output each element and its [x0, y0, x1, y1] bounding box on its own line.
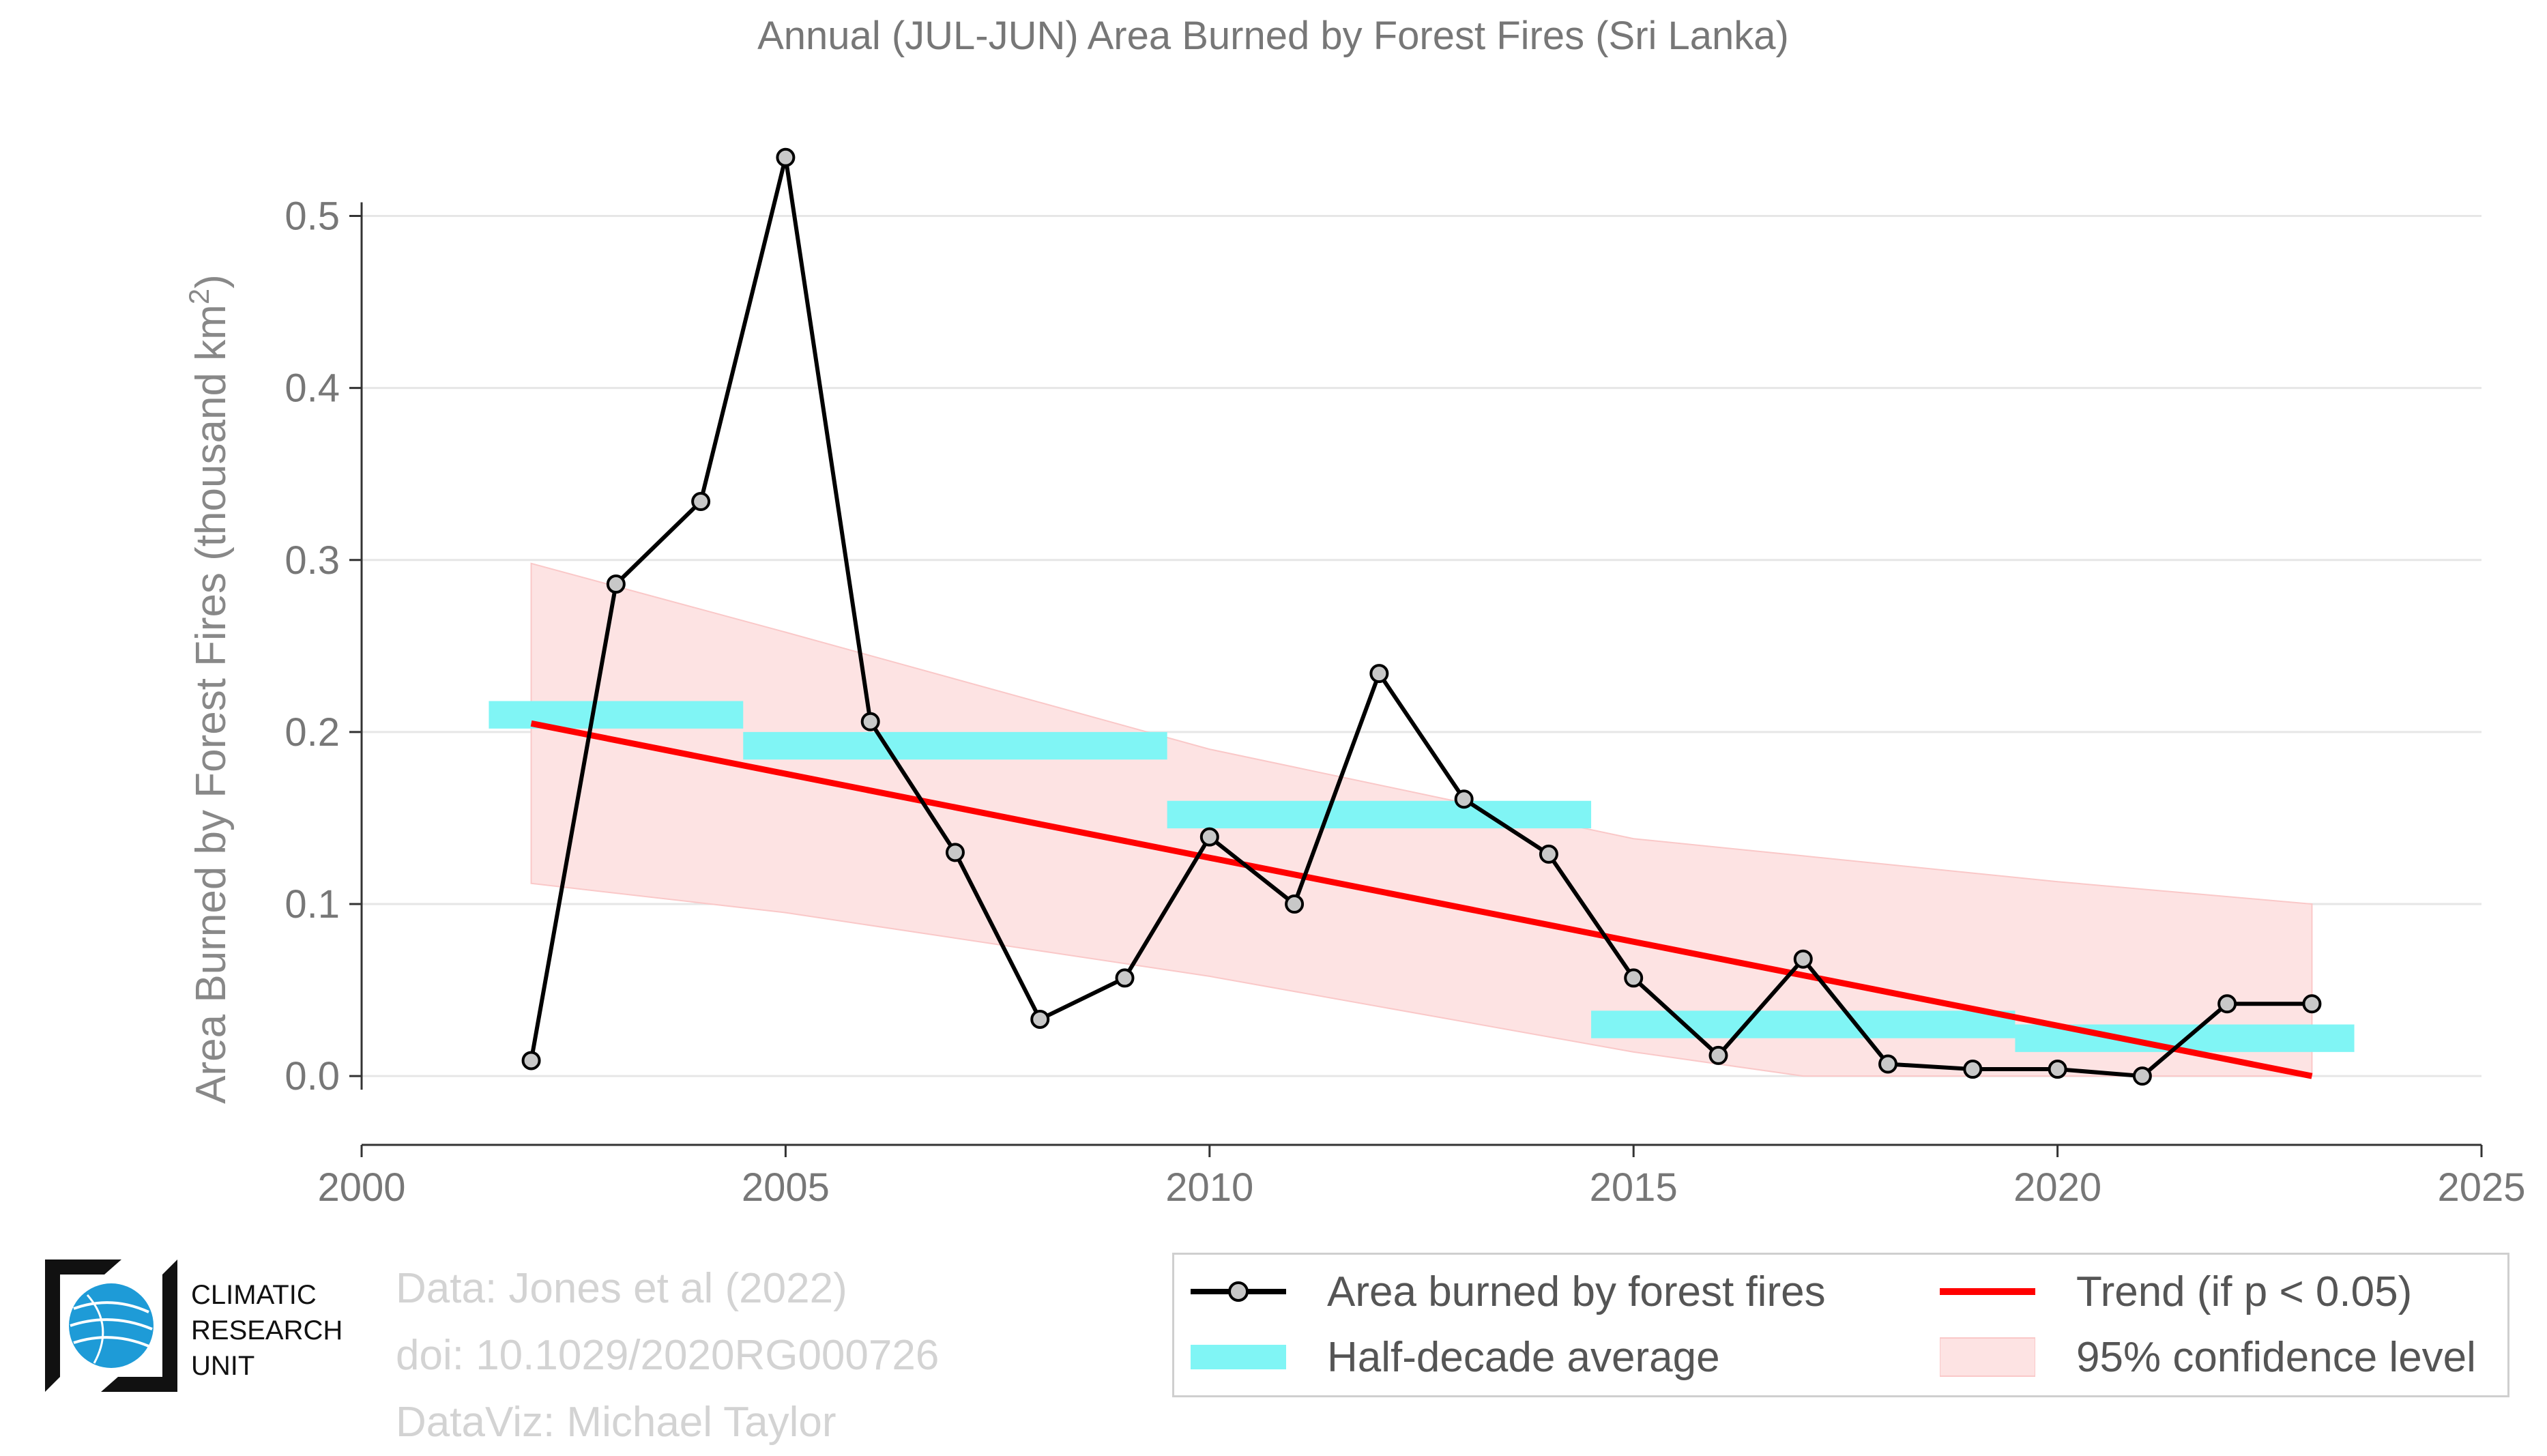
- legend-item-trend: Trend (if p < 0.05): [1940, 1264, 2412, 1319]
- legend-label-confidence: 95% confidence level: [2076, 1333, 2476, 1381]
- area-burned-point: [1539, 844, 1558, 864]
- legend-swatch-confidence-icon: [1939, 1330, 2036, 1384]
- y-tick-label: 0.1: [285, 882, 340, 927]
- half-decade-bar: [743, 731, 1167, 760]
- y-tick-label: 0.5: [285, 194, 340, 238]
- half-decade-bar: [1591, 1010, 2015, 1038]
- credit-data-source: Data: Jones et al (2022): [396, 1265, 847, 1312]
- area-burned-point: [606, 574, 626, 594]
- area-burned-line: [529, 155, 2312, 1079]
- y-axis-title: Area Burned by Forest Fires (thousand km…: [183, 274, 235, 1104]
- legend-swatch-trend-icon: [1940, 1264, 2035, 1319]
- area-burned-point: [691, 492, 711, 512]
- area-burned-point: [1624, 968, 1644, 988]
- area-burned-point: [1030, 1009, 1050, 1029]
- legend-label-half-decade: Half-decade average: [1327, 1333, 1720, 1381]
- area-burned-point: [1454, 789, 1474, 809]
- globe-logo-icon: [45, 1260, 177, 1392]
- legend-label-area-burned: Area burned by forest fires: [1327, 1268, 1826, 1315]
- legend-label-trend: Trend (if p < 0.05): [2076, 1268, 2413, 1315]
- credit-dataviz: DataViz: Michael Taylor: [396, 1399, 836, 1446]
- y-tick-label: 0.2: [285, 710, 340, 755]
- area-burned-point: [945, 843, 965, 862]
- area-burned-point: [2048, 1060, 2067, 1079]
- y-axis-title-main: Area Burned by Forest Fires (thousand km: [188, 304, 235, 1104]
- series-layer: [521, 147, 2322, 1086]
- area-burned-point: [1285, 894, 1305, 914]
- data-credits: Data: Jones et al (2022) doi: 10.1029/20…: [396, 1255, 939, 1456]
- area-burned-point: [1963, 1060, 1983, 1079]
- legend-item-confidence: 95% confidence level: [1939, 1330, 2476, 1384]
- legend-swatch-line-marker-icon: [1191, 1264, 1286, 1319]
- legend-swatch-half-decade-icon: [1191, 1330, 1286, 1384]
- x-tick-label: 2005: [742, 1165, 830, 1210]
- half-decade-bar: [1167, 800, 1592, 829]
- trend-layer: [530, 720, 2313, 1079]
- area-burned-point: [2217, 994, 2237, 1014]
- y-tick-label: 0.4: [285, 366, 340, 411]
- cru-line-3: UNIT: [191, 1351, 255, 1381]
- chart-legend: Area burned by forest fires Half-decade …: [1172, 1253, 2509, 1397]
- x-tick-label: 2025: [2437, 1165, 2525, 1210]
- area-burned-point: [1199, 827, 1219, 847]
- y-axis-title-end: ): [188, 274, 235, 289]
- area-burned-point: [1369, 664, 1389, 684]
- area-burned-point: [1793, 949, 1813, 969]
- chart-title: Annual (JUL-JUN) Area Burned by Forest F…: [757, 14, 1789, 58]
- area-burned-point: [2132, 1066, 2152, 1086]
- half-decade-layer: [489, 701, 2355, 1052]
- area-burned-point: [776, 147, 796, 167]
- area-burned-point: [860, 712, 880, 731]
- axes: 0.0 0.1 0.2 0.3 0.4 0.5 2000 2005 2010 2015 2020 20…: [285, 194, 2525, 1210]
- cru-logo: [40, 1254, 183, 1397]
- y-tick-label: 0.3: [285, 538, 340, 583]
- area-burned-point: [1878, 1054, 1898, 1074]
- legend-item-half-decade: Half-decade average: [1191, 1330, 1720, 1384]
- y-tick-label: 0.0: [285, 1054, 340, 1098]
- area-burned-point: [1115, 968, 1135, 988]
- cru-wordmark: CLIMATIC RESEARCH UNIT: [191, 1277, 343, 1384]
- x-tick-label: 2015: [1590, 1165, 1678, 1210]
- trend-line: [530, 720, 2313, 1079]
- area-burned-point: [521, 1051, 541, 1071]
- cru-line-2: RESEARCH: [191, 1315, 343, 1345]
- y-axis-title-superscript: 2: [183, 289, 215, 304]
- x-tick-label: 2020: [2013, 1165, 2101, 1210]
- cru-line-1: CLIMATIC: [191, 1280, 317, 1310]
- area-burned-point: [2302, 994, 2322, 1014]
- legend-item-area-burned: Area burned by forest fires: [1191, 1264, 1826, 1319]
- half-decade-bar: [489, 701, 744, 729]
- credit-doi: doi: 10.1029/2020RG000726: [396, 1332, 940, 1379]
- x-tick-label: 2010: [1165, 1165, 1253, 1210]
- x-tick-label: 2000: [317, 1165, 405, 1210]
- area-burned-point: [1708, 1045, 1728, 1065]
